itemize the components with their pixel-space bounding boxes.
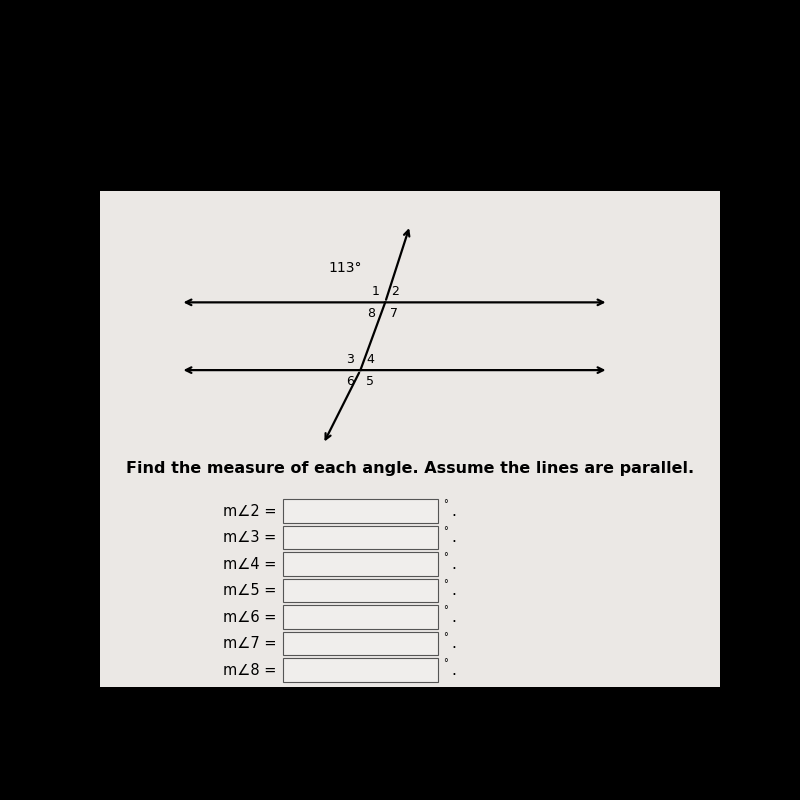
- Text: °: °: [443, 553, 448, 562]
- Text: 4: 4: [366, 353, 374, 366]
- Text: °: °: [443, 499, 448, 510]
- Text: .: .: [451, 636, 457, 651]
- Text: 113°: 113°: [328, 262, 362, 275]
- Bar: [283, 499, 438, 523]
- Text: °: °: [443, 579, 448, 589]
- Bar: [283, 606, 438, 629]
- Text: m∠7 =: m∠7 =: [223, 636, 277, 651]
- Text: Find the measure of each angle. Assume the lines are parallel.: Find the measure of each angle. Assume t…: [126, 461, 694, 476]
- Bar: [283, 632, 438, 655]
- Text: 3: 3: [346, 353, 354, 366]
- Bar: [100, 687, 720, 712]
- Bar: [283, 579, 438, 602]
- Text: .: .: [451, 557, 457, 572]
- Text: .: .: [451, 662, 457, 678]
- Text: 7: 7: [390, 307, 398, 320]
- Text: m∠3 =: m∠3 =: [223, 530, 277, 545]
- Bar: [283, 553, 438, 576]
- Text: 2: 2: [391, 286, 399, 298]
- Text: °: °: [443, 526, 448, 536]
- Text: m∠6 =: m∠6 =: [223, 610, 277, 625]
- Text: m∠5 =: m∠5 =: [223, 583, 277, 598]
- Text: 8: 8: [367, 307, 375, 320]
- Bar: [100, 96, 720, 191]
- Text: .: .: [451, 583, 457, 598]
- Text: m∠8 =: m∠8 =: [223, 662, 277, 678]
- Bar: [283, 658, 438, 682]
- Text: °: °: [443, 658, 448, 669]
- Text: .: .: [451, 504, 457, 518]
- Text: 5: 5: [366, 374, 374, 388]
- Text: m∠2 =: m∠2 =: [223, 504, 277, 518]
- Text: 6: 6: [346, 374, 354, 388]
- Text: .: .: [451, 530, 457, 545]
- Bar: [283, 526, 438, 550]
- Bar: [100, 191, 720, 687]
- Text: °: °: [443, 632, 448, 642]
- Text: 1: 1: [371, 286, 379, 298]
- Text: .: .: [451, 610, 457, 625]
- Text: °: °: [443, 606, 448, 615]
- Text: m∠4 =: m∠4 =: [223, 557, 277, 572]
